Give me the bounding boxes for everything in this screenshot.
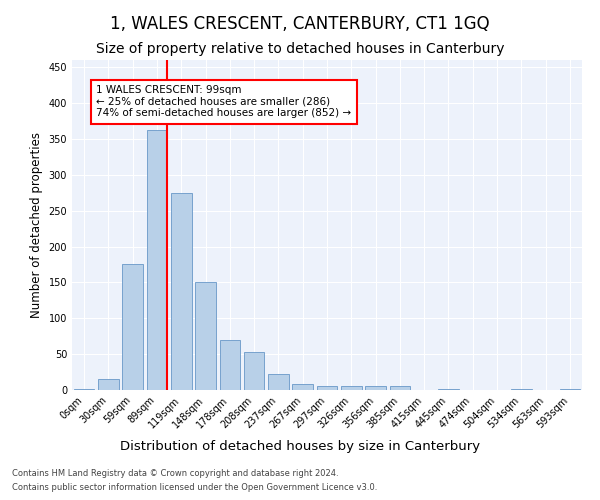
Text: Contains public sector information licensed under the Open Government Licence v3: Contains public sector information licen… (12, 484, 377, 492)
Text: Contains HM Land Registry data © Crown copyright and database right 2024.: Contains HM Land Registry data © Crown c… (12, 468, 338, 477)
Text: 1, WALES CRESCENT, CANTERBURY, CT1 1GQ: 1, WALES CRESCENT, CANTERBURY, CT1 1GQ (110, 15, 490, 33)
Bar (268, 374, 289, 390)
Bar (389, 386, 410, 390)
Bar (438, 388, 459, 390)
Bar (341, 386, 362, 390)
Bar (122, 264, 143, 390)
Bar (98, 378, 119, 390)
Text: Size of property relative to detached houses in Canterbury: Size of property relative to detached ho… (96, 42, 504, 56)
Text: Distribution of detached houses by size in Canterbury: Distribution of detached houses by size … (120, 440, 480, 453)
Bar (292, 384, 313, 390)
Bar (365, 386, 386, 390)
Bar (171, 192, 191, 390)
Bar (317, 386, 337, 390)
Y-axis label: Number of detached properties: Number of detached properties (30, 132, 43, 318)
Bar (220, 340, 240, 390)
Text: 1 WALES CRESCENT: 99sqm
← 25% of detached houses are smaller (286)
74% of semi-d: 1 WALES CRESCENT: 99sqm ← 25% of detache… (96, 85, 352, 118)
Bar (146, 130, 167, 390)
Bar (244, 352, 265, 390)
Bar (74, 388, 94, 390)
Bar (195, 282, 216, 390)
